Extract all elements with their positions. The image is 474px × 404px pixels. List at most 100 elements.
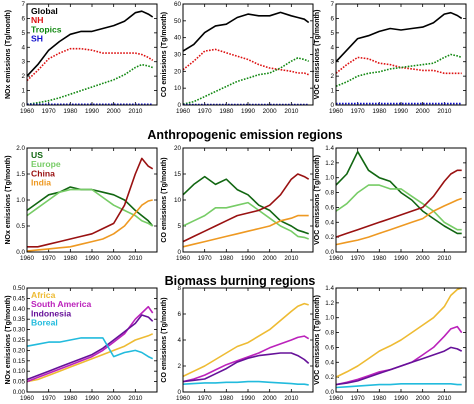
y-tick-label: 1.0 xyxy=(325,315,334,322)
series-line-us xyxy=(182,175,309,235)
y-tick-label: 20 xyxy=(174,145,182,152)
x-tick-label: 1980 xyxy=(219,108,234,115)
y-tick-label: 40 xyxy=(174,35,182,42)
y-tick-label: 4 xyxy=(177,337,181,344)
series-line-tropics xyxy=(182,57,309,105)
series-line-nh xyxy=(182,48,309,76)
x-tick-label: 2010 xyxy=(128,255,143,262)
y-tick-label: 0.05 xyxy=(13,379,26,386)
y-tick-label: 60 xyxy=(174,1,182,8)
legend-global: Global xyxy=(31,6,58,16)
legend-africa: Africa xyxy=(31,290,56,300)
legend-sh: SH xyxy=(31,34,43,44)
x-tick-label: 1960 xyxy=(176,395,191,402)
x-tick-label: 2000 xyxy=(416,108,431,115)
y-tick-label: 0.50 xyxy=(13,285,26,292)
x-tick-label: 1990 xyxy=(394,255,409,262)
y-tick-label: 1.2 xyxy=(325,300,334,307)
y-tick-label: 0.15 xyxy=(13,358,26,365)
x-tick-label: 1990 xyxy=(394,108,409,115)
x-tick-label: 1990 xyxy=(241,255,256,262)
y-tick-label: 10 xyxy=(174,197,182,204)
x-tick-label: 2010 xyxy=(437,255,452,262)
series-line-global xyxy=(26,10,154,77)
chart-panel-7: 0.00 0.05 0.10 0.15 0.20 0.25 0.30 0.35 0.40 0.45… xyxy=(5,285,158,402)
x-tick-label: 1970 xyxy=(351,255,366,262)
y-tick-label: 0.30 xyxy=(13,327,26,334)
plot-frame xyxy=(182,287,314,393)
y-tick-label: 5 xyxy=(330,30,334,37)
x-tick-label: 1980 xyxy=(372,108,387,115)
x-tick-label: 1980 xyxy=(219,255,234,262)
x-tick-label: 1970 xyxy=(351,108,366,115)
y-tick-label: 0.0 xyxy=(325,389,334,396)
x-tick-label: 1970 xyxy=(198,255,213,262)
x-tick-label: 1980 xyxy=(63,255,78,262)
y-tick-label: 0.25 xyxy=(13,337,26,344)
x-tick-label: 1970 xyxy=(42,255,57,262)
legend-indonesia: Indonesia xyxy=(31,308,71,318)
x-tick-label: 2010 xyxy=(128,395,143,402)
series-line-africa xyxy=(335,287,462,378)
y-tick-label: 5 xyxy=(21,30,25,37)
x-tick-label: 1970 xyxy=(198,108,213,115)
y-tick-label: 15 xyxy=(174,171,182,178)
y-tick-label: 10 xyxy=(174,85,182,92)
x-tick-label: 1960 xyxy=(176,255,191,262)
x-tick-label: 2000 xyxy=(416,255,431,262)
x-tick-label: 2000 xyxy=(107,395,122,402)
y-axis-label: NOx emissions (Tg/month) xyxy=(5,155,12,244)
legend-boreal: Boreal xyxy=(31,318,58,328)
y-tick-label: 1.0 xyxy=(16,197,25,204)
series-line-us xyxy=(335,150,462,235)
y-tick-label: 4 xyxy=(330,44,334,51)
x-tick-label: 1970 xyxy=(351,395,366,402)
y-tick-label: 0.0 xyxy=(325,249,334,256)
x-tick-label: 1980 xyxy=(63,108,78,115)
plot-frame xyxy=(335,3,467,106)
y-tick-label: 0.45 xyxy=(13,295,26,302)
y-tick-label: 0.5 xyxy=(16,223,25,230)
x-tick-label: 2000 xyxy=(263,108,278,115)
y-axis-label: CO emissions (Tg/month) xyxy=(161,297,168,382)
x-tick-label: 1960 xyxy=(176,108,191,115)
plot-frame xyxy=(26,147,158,253)
y-tick-label: 1 xyxy=(21,88,25,95)
x-tick-label: 2010 xyxy=(128,108,143,115)
y-axis-label: CO emissions (Tg/month) xyxy=(161,12,168,97)
x-tick-label: 1980 xyxy=(63,395,78,402)
y-tick-label: 0.40 xyxy=(13,306,26,313)
y-tick-label: 0 xyxy=(177,389,181,396)
y-tick-label: 0.2 xyxy=(325,374,334,381)
x-tick-label: 1970 xyxy=(198,395,213,402)
y-tick-label: 0.20 xyxy=(13,347,26,354)
x-tick-label: 2000 xyxy=(416,395,431,402)
legend-china: China xyxy=(31,168,55,178)
y-tick-label: 4 xyxy=(21,44,25,51)
y-tick-label: 8 xyxy=(177,285,181,292)
x-tick-label: 1960 xyxy=(329,108,344,115)
y-tick-label: 0.6 xyxy=(325,204,334,211)
y-axis-label: VOC emissions (Tg/month) xyxy=(314,295,321,385)
y-tick-label: 0.4 xyxy=(325,359,334,366)
y-tick-label: 2 xyxy=(21,73,25,80)
y-tick-label: 3 xyxy=(330,59,334,66)
series-line-india xyxy=(335,197,462,246)
series-line-boreal xyxy=(26,337,154,360)
y-tick-label: 1.4 xyxy=(325,145,334,152)
y-tick-label: 0.8 xyxy=(325,330,334,337)
series-line-south-america xyxy=(182,335,310,383)
y-tick-label: 1 xyxy=(330,88,334,95)
y-tick-label: 1.0 xyxy=(325,175,334,182)
y-tick-label: 6 xyxy=(330,15,334,22)
series-line-us xyxy=(26,186,154,227)
chart-panel-6: 0.0 0.2 0.4 0.6 0.8 1.0 1.2 1.4 1960 1970 1980 1990… xyxy=(314,145,467,262)
x-tick-label: 2000 xyxy=(107,108,122,115)
series-line-europe xyxy=(335,184,462,231)
x-tick-label: 2000 xyxy=(263,255,278,262)
series-line-global xyxy=(182,11,310,52)
chart-panel-3: 0 1 2 3 4 5 6 7 1960 1970 1980 1990 2000 2010 VOC emis… xyxy=(314,1,467,115)
x-tick-label: 1970 xyxy=(42,395,57,402)
